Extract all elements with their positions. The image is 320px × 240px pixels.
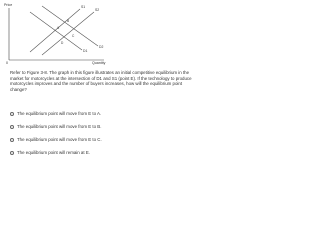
option-text: The equilibrium point will move from E t… — [17, 111, 102, 116]
supply-curve — [41, 11, 95, 56]
option[interactable]: The equilibrium point will move from E t… — [10, 124, 101, 130]
point-label: A — [57, 26, 60, 30]
y-axis-label: Price — [4, 3, 12, 7]
option-text: The equilibrium point will move from E t… — [17, 137, 102, 142]
option-text: The equilibrium point will remain at E. — [17, 150, 90, 155]
point-label: C — [72, 34, 75, 38]
page: {"figure": {"y_label": "Price", "x_label… — [0, 0, 200, 159]
radio-button[interactable] — [10, 151, 14, 155]
point-label: B — [67, 19, 69, 23]
option[interactable]: The equilibrium point will move from E t… — [10, 137, 102, 143]
demand-curve — [41, 5, 99, 47]
radio-button[interactable] — [10, 138, 14, 142]
option[interactable]: The equilibrium point will move from E t… — [10, 111, 101, 117]
curve-label: D2 — [99, 45, 103, 49]
x-axis-label: Quantity — [92, 61, 106, 65]
curve-label: S2 — [95, 8, 99, 12]
radio-button[interactable] — [10, 125, 14, 129]
option-text: The equilibrium point will move from E t… — [17, 124, 102, 129]
origin-label: 0 — [6, 61, 8, 65]
point-label: D — [61, 41, 64, 45]
option[interactable]: The equilibrium point will remain at E. — [10, 150, 90, 156]
radio-button[interactable] — [10, 112, 14, 116]
curve-label: S1 — [81, 5, 85, 9]
demand-curve — [29, 11, 83, 51]
question-text: Refer to Figure 3-8. The graph in this f… — [10, 70, 192, 92]
figure: Price Quantity 0 S1 S2 D1 D2 A B C D — [4, 3, 106, 65]
curve-label: D1 — [83, 49, 87, 53]
